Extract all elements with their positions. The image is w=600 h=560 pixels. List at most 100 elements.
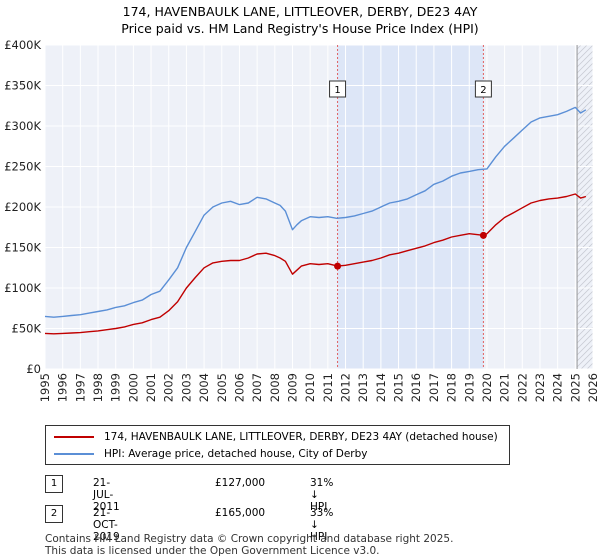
forecast-hatch [577, 278, 594, 296]
x-tick-label: 2020 [480, 373, 494, 402]
x-tick-label: 2005 [215, 373, 229, 402]
forecast-hatch [577, 140, 594, 158]
forecast-hatch [577, 320, 594, 338]
chart-subtitle: Price paid vs. HM Land Registry's House … [121, 21, 479, 36]
x-tick-label: 2010 [303, 373, 317, 402]
forecast-hatch [580, 356, 594, 369]
forecast-hatch [577, 254, 594, 272]
y-tick-label: £400K [4, 38, 41, 52]
x-tick-label: 2018 [445, 373, 459, 402]
chart-legend: 174, HAVENBAULK LANE, LITTLEOVER, DERBY,… [45, 425, 510, 465]
forecast-hatch [577, 302, 594, 320]
x-tick-label: 2002 [162, 373, 176, 402]
forecast-hatch [577, 158, 594, 176]
forecast-hatch [577, 146, 594, 164]
forecast-hatch [577, 74, 594, 92]
x-tick-label: 1999 [109, 373, 123, 402]
price-chart: 1 2 £0 £50K £100K £150K £200K £250K £300K £350K £4… [4, 21, 600, 402]
forecast-hatch [577, 350, 594, 368]
x-tick-label: 2026 [586, 373, 600, 402]
forecast-hatch [577, 212, 594, 230]
forecast-hatch [577, 194, 594, 212]
forecast-hatch [577, 260, 594, 278]
x-tick-label: 1996 [56, 373, 70, 402]
forecast-hatch [577, 128, 594, 146]
sale-hpi-diff: 33% ↓ HPI [310, 507, 334, 543]
forecast-hatch [577, 332, 594, 350]
forecast-hatch [577, 45, 582, 50]
sale-price: £127,000 [215, 477, 266, 489]
y-tick-label: £0 [26, 362, 41, 376]
forecast-hatch [577, 290, 594, 308]
y-tick-label: £150K [4, 241, 41, 255]
x-tick-label: 2006 [232, 373, 246, 402]
x-tick-label: 2015 [392, 373, 406, 402]
sale-marker-badge: 2 [45, 505, 63, 523]
forecast-hatch [577, 308, 594, 326]
x-tick-label: 2021 [498, 373, 512, 402]
x-tick-label: 2007 [250, 373, 264, 402]
sale-hpi-diff: 31% ↓ HPI [310, 477, 334, 513]
forecast-hatch [577, 68, 594, 86]
forecast-hatch [577, 50, 594, 68]
x-tick-label: 2011 [321, 373, 335, 402]
forecast-hatch [586, 362, 594, 369]
chart-title: 174, HAVENBAULK LANE, LITTLEOVER, DERBY,… [122, 4, 478, 19]
forecast-hatch [577, 62, 594, 80]
forecast-hatch [577, 230, 594, 248]
sale-date: 21-OCT-2019 [93, 507, 120, 543]
sale-point [479, 231, 487, 239]
sale-label: 2 [480, 85, 486, 96]
x-tick-label: 2016 [409, 373, 423, 402]
forecast-hatch [577, 236, 594, 254]
forecast-hatch [577, 21, 593, 37]
forecast-hatch [577, 92, 594, 110]
forecast-hatch [577, 56, 594, 74]
forecast-hatch [577, 104, 594, 122]
x-tick-label: 2023 [533, 373, 547, 402]
sale-label-box [474, 80, 492, 98]
legend-label-hpi: HPI: Average price, detached house, City… [104, 448, 368, 460]
sale-date: 21-JUL-2011 [93, 477, 120, 513]
forecast-hatch [577, 182, 594, 200]
legend-item-hpi: HPI: Average price, detached house, City… [54, 446, 367, 462]
y-tick-label: £350K [4, 79, 41, 93]
y-tick-label: £200K [4, 200, 41, 214]
forecast-hatch [577, 242, 594, 260]
forecast-hatch [577, 272, 594, 290]
forecast-hatch [577, 134, 594, 152]
y-tick-label: £100K [4, 281, 41, 295]
forecast-hatch [577, 344, 594, 362]
forecast-hatch [577, 338, 594, 356]
x-tick-label: 2001 [144, 373, 158, 402]
y-tick-label: £300K [4, 119, 41, 133]
x-tick-label: 2003 [179, 373, 193, 402]
x-tick-label: 2013 [356, 373, 370, 402]
forecast-hatch [577, 86, 594, 104]
x-tick-label: 2012 [339, 373, 353, 402]
forecast-hatch [577, 45, 588, 56]
legend-swatch-property [54, 436, 94, 438]
forecast-hatch [577, 266, 594, 284]
forecast-hatch [577, 218, 594, 236]
x-tick-label: 2014 [374, 373, 388, 402]
x-tick-label: 1998 [91, 373, 105, 402]
x-tick-label: 2008 [268, 373, 282, 402]
hpi-series-line [44, 106, 587, 318]
forecast-hatch [577, 45, 594, 62]
sale-point [334, 262, 342, 270]
forecast-hatch [577, 206, 594, 224]
forecast-hatch [577, 80, 594, 98]
footer-licence: This data is licensed under the Open Gov… [45, 545, 380, 557]
forecast-hatch [577, 224, 594, 242]
x-tick-label: 2019 [462, 373, 476, 402]
x-tick-label: 1995 [38, 373, 52, 402]
forecast-hatch [577, 116, 594, 134]
x-tick-label: 2004 [197, 373, 211, 402]
forecast-hatch [577, 110, 594, 128]
forecast-hatch [577, 248, 594, 266]
forecast-hatch [577, 176, 594, 194]
forecast-hatch [577, 326, 594, 344]
legend-item-property: 174, HAVENBAULK LANE, LITTLEOVER, DERBY,… [54, 429, 498, 445]
property-series-line [44, 193, 587, 335]
